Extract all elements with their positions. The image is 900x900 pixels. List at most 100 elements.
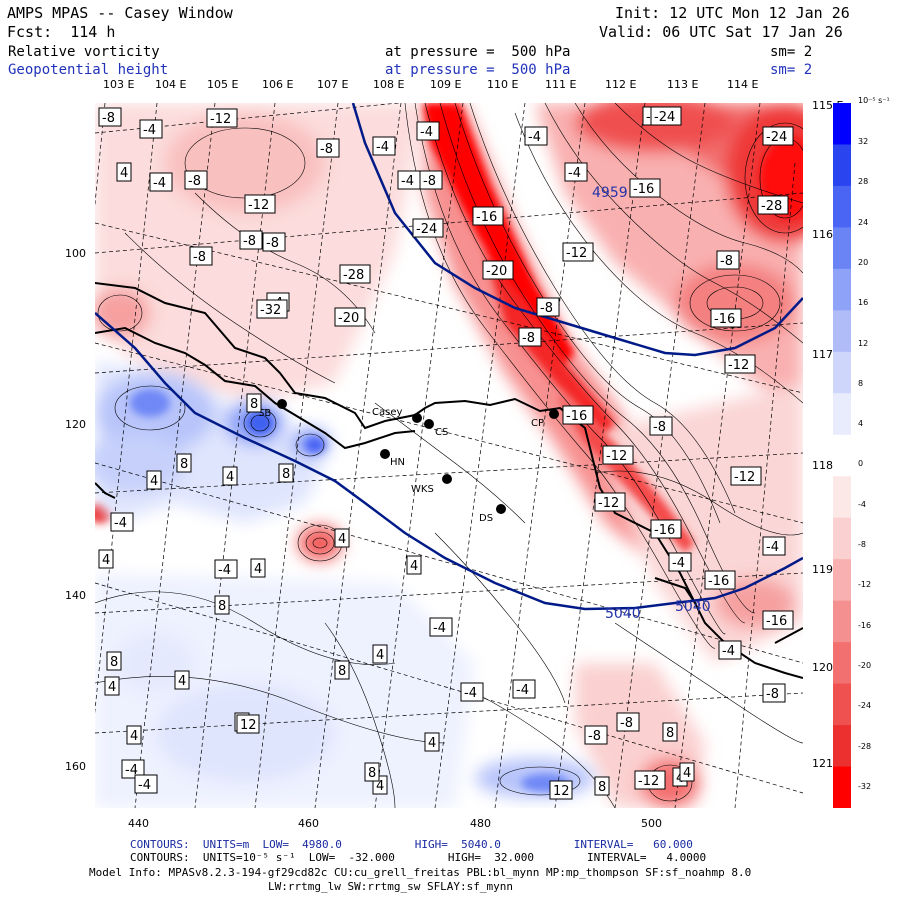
vorticity-label: -8 <box>243 234 256 249</box>
y-tick-label: 100 <box>65 247 86 260</box>
vorticity-label-box <box>634 770 666 790</box>
vorticity-label-box <box>214 559 238 579</box>
vorticity-label: -12 <box>734 470 755 485</box>
vorticity-label: -20 <box>486 264 507 279</box>
vorticity-label-box <box>564 162 588 182</box>
vorticity-label: -8 <box>540 301 553 316</box>
vorticity-label-box <box>174 670 190 690</box>
colorbar-segment <box>833 517 851 560</box>
vorticity-label: 4 <box>254 562 262 577</box>
vorticity-label: -4 <box>516 683 529 698</box>
y-tick-label: 140 <box>65 589 86 602</box>
longitude-label: 113 E <box>667 78 699 91</box>
vorticity-label-box <box>256 299 288 319</box>
vorticity-label-box <box>176 453 192 473</box>
model-info: Model Info: MPASv8.2.3-194-gf29cd82c CU:… <box>89 866 752 879</box>
vorticity-label: 8 <box>218 599 226 614</box>
vorticity-label-box <box>710 308 742 328</box>
colorbar-segment <box>833 144 851 187</box>
x-tick-label: 460 <box>298 817 319 830</box>
vorticity-label-box <box>106 651 122 671</box>
vorticity-label: -16 <box>708 574 729 589</box>
height-label: 4959 <box>592 185 628 201</box>
vorticity-label: 8 <box>368 766 376 781</box>
vorticity-label: -16 <box>476 210 497 225</box>
colorbar-tick: -24 <box>858 701 872 711</box>
vorticity-label-box <box>146 470 162 490</box>
vorticity-label-box <box>397 170 421 190</box>
vorticity-label-box <box>250 558 266 578</box>
vorticity-label: -12 <box>606 449 627 464</box>
vorticity-label-box <box>134 774 158 794</box>
vorticity-label: -8 <box>620 716 633 731</box>
colorbar-tick: -20 <box>858 660 872 670</box>
vorticity-label: -8 <box>102 111 115 126</box>
vorticity-label: -4 <box>420 125 433 140</box>
station-dot <box>549 409 559 419</box>
vorticity-label: -24 <box>654 110 675 125</box>
vorticity-label-box <box>762 683 786 703</box>
vorticity-label-box <box>126 725 142 745</box>
vorticity-label-box <box>406 555 422 575</box>
vorticity-label-box <box>512 679 536 699</box>
colorbar-tick: -4 <box>858 499 866 509</box>
colorbar-segment <box>833 600 851 643</box>
vorticity-label-box <box>668 552 692 572</box>
vorticity-label: -32 <box>260 303 281 318</box>
height-label: 5040 <box>605 606 641 622</box>
colorbar-tick: 16 <box>858 298 869 308</box>
colorbar-tick: -16 <box>858 620 872 630</box>
vorticity-label: -4 <box>672 556 685 571</box>
vorticity-label-box <box>629 178 661 198</box>
field2-level: at pressure = 500 hPa <box>385 62 571 78</box>
vorticity-label: -12 <box>566 246 587 261</box>
vorticity-label: -4 <box>433 621 446 636</box>
vorticity-label-box <box>334 307 366 327</box>
field1-level: at pressure = 500 hPa <box>385 44 571 60</box>
longitude-label: 111 E <box>545 78 577 91</box>
x-tick-label: 440 <box>128 817 149 830</box>
station-dot <box>380 449 390 459</box>
colorbar-segment <box>833 227 851 270</box>
height-label: 5040 <box>675 599 711 615</box>
field2-name: Geopotential height <box>8 62 169 78</box>
vorticity-label-box <box>584 725 608 745</box>
vorticity-label: -4 <box>528 130 541 145</box>
y-tick-label: 120 <box>65 418 86 431</box>
colorbar-tick: -32 <box>858 781 872 791</box>
vorticity-label-box <box>562 405 594 425</box>
valid-time: Valid: 06 UTC Sat 17 Jan 26 <box>599 23 843 41</box>
vorticity-label-box <box>244 194 276 214</box>
vorticity-contour-info: CONTOURS: UNITS=10⁻⁵ s⁻¹ LOW= -32.000 HI… <box>130 851 707 864</box>
vorticity-label-box <box>184 170 208 190</box>
vorticity-label: -4 <box>153 176 166 191</box>
vorticity-label: -16 <box>633 182 654 197</box>
vorticity-label-box <box>424 732 440 752</box>
coastline <box>95 282 803 679</box>
vorticity-label-box <box>364 762 380 782</box>
colorbar-segment <box>833 351 851 394</box>
colorbar-tick: 24 <box>858 217 869 227</box>
vorticity-label: 4 <box>102 553 110 568</box>
colorbar-segment <box>833 103 851 145</box>
vorticity-label: -28 <box>343 268 364 283</box>
vorticity-label: -8 <box>653 420 666 435</box>
height-contour-labels: 4959 5040 5040 <box>592 185 711 622</box>
vorticity-label: 8 <box>282 467 290 482</box>
vorticity-label-box <box>139 119 163 139</box>
vorticity-label: -12 <box>248 198 269 213</box>
vorticity-label-box <box>239 230 263 250</box>
vorticity-label-box <box>372 136 396 156</box>
vorticity-label: 4 <box>338 532 346 547</box>
vorticity-label-box <box>372 644 388 664</box>
colorbar-segment <box>833 766 851 808</box>
vorticity-label-box <box>236 714 260 734</box>
vorticity-label: 4 <box>120 166 128 181</box>
vorticity-label: 4 <box>108 680 116 695</box>
graticule <box>95 103 803 808</box>
field1-smoothing: sm= 2 <box>770 44 813 60</box>
field2-smoothing: sm= 2 <box>770 62 813 78</box>
station-dot <box>424 419 434 429</box>
colorbar-tick: 4 <box>858 419 864 429</box>
longitude-label: 112 E <box>605 78 637 91</box>
